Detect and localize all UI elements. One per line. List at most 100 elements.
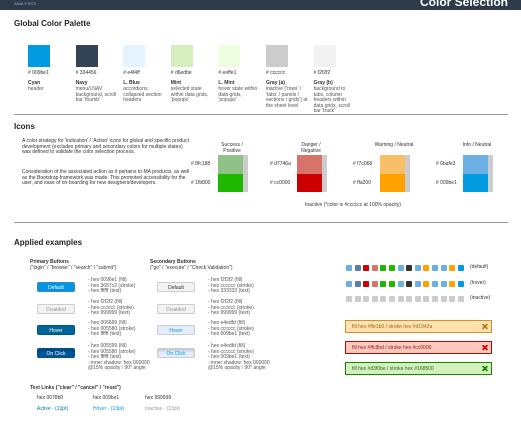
divider [14, 222, 508, 223]
link-hex: hex 999999 [145, 395, 172, 401]
button[interactable]: Default [37, 282, 75, 292]
icon [397, 296, 404, 302]
spec: - hex ffffff (text) [88, 288, 122, 294]
inactive-strip [243, 155, 248, 192]
icon [380, 296, 387, 302]
swatch-desc: selected state within data grids, 'popup… [170, 86, 209, 103]
icon [354, 296, 361, 302]
button[interactable]: Default [157, 282, 195, 292]
swatch-name: L. Blue [123, 80, 140, 86]
icon [423, 280, 430, 287]
color-hex: # 8fc188 [191, 161, 211, 167]
icon [406, 296, 413, 302]
swatch-desc: menu/LNAV background, scroll bar 'thumb' [75, 86, 117, 103]
color-hex: # f7c068 [353, 161, 373, 167]
icon [423, 265, 430, 271]
icon [423, 296, 430, 302]
logo: ANALYTICS [14, 1, 36, 6]
inactive-strip [405, 155, 410, 192]
alert-close[interactable] [482, 344, 488, 351]
column-label: Warning / Neutral [374, 142, 414, 148]
spec: - hex 999999 (text) [88, 310, 130, 316]
text-link[interactable]: Hover - (13pt) [93, 406, 124, 412]
swatch [28, 45, 50, 67]
icon [397, 280, 404, 287]
icon [380, 265, 387, 271]
alert: fill hex #d3f0be / stroke hex #168500 [345, 362, 492, 375]
paragraph: A color strategy for 'indication' / 'Act… [22, 138, 189, 155]
alert-close[interactable] [482, 323, 488, 330]
color-block [380, 155, 405, 174]
spec: - hex 005599 (fill) [88, 343, 127, 349]
group-subtitle: ("go" / "execute" / "Check Validation") [150, 265, 233, 271]
text-link[interactable]: Active - (13pt) [37, 406, 69, 412]
icon [363, 280, 370, 287]
icon [457, 296, 464, 302]
icon [371, 280, 378, 287]
spec: - hex cccccc (stroke) [208, 304, 254, 311]
swatch [218, 45, 241, 67]
alert: fill hex #ffe1b0 / stroke hex #d1942a [345, 320, 492, 333]
group-subtitle: ("login" / "browse" / "search" / "submit… [30, 265, 117, 271]
button[interactable]: Hover [37, 325, 75, 335]
header-bar [0, 0, 521, 10]
swatch-hex: # cccccc [266, 70, 286, 76]
spec: - hex e4edfd (fill) [208, 343, 246, 349]
icon [371, 296, 378, 302]
icon [457, 280, 464, 287]
spec: - hex 005580 (stroke) [88, 325, 136, 332]
column-label: Danger / Negative [301, 142, 321, 154]
spec: - hex ffffff (text) [88, 354, 122, 360]
header-title: Color Selection [420, 0, 509, 9]
icon [380, 280, 387, 287]
icon [449, 280, 456, 287]
column-label: Info / Neutral [462, 142, 492, 148]
icon [406, 280, 413, 287]
spec: @15% opacity / 90° angle [88, 365, 146, 371]
swatch-desc: header [28, 86, 44, 92]
swatch [266, 45, 288, 67]
spec: - hex cccccc (stroke) [208, 325, 254, 332]
color-block [218, 174, 243, 192]
icon [414, 296, 421, 302]
inactive-strip [322, 155, 327, 192]
section-title: Global Color Palette [14, 19, 91, 28]
button[interactable]: Disabled [157, 304, 195, 314]
swatch-name: Gray (b) [313, 80, 333, 86]
alert: fill hex #ffc8bd / stroke hex #cc0000 [345, 341, 492, 354]
icon [363, 265, 370, 271]
icon [432, 265, 438, 271]
spec: - hex 999999 (text) [208, 310, 250, 316]
spec: - hex 009be1 (text) [208, 354, 250, 360]
spec: - hex cccccc (stroke) [88, 304, 134, 311]
swatch-hex: # 334456 [75, 70, 97, 76]
icon [363, 296, 370, 302]
alert-close[interactable] [482, 365, 488, 372]
swatch [170, 45, 193, 67]
spec: @15% opacity / 90° angle [208, 365, 266, 371]
icon [354, 265, 361, 271]
color-hex: # ffa200 [353, 180, 371, 186]
button[interactable]: On Click [37, 348, 75, 358]
text-link[interactable]: Inactive - (13pt) [145, 406, 180, 412]
section-title: Icons [14, 122, 35, 131]
spec: - hex ffffff (text) [88, 331, 122, 337]
icon [389, 265, 395, 271]
color-hex: # cc0000 [270, 180, 291, 186]
button[interactable]: Disabled [37, 304, 75, 314]
button[interactable]: Hover [157, 325, 195, 335]
button[interactable]: On Click [157, 348, 195, 358]
color-block [463, 174, 488, 192]
icon [432, 296, 438, 302]
spec: - hex f2f2f2 (fill) [208, 277, 243, 283]
icon [449, 296, 456, 302]
spec: - hex cccccc (stroke) [208, 282, 254, 289]
divider [14, 114, 508, 115]
swatch-hex: # 009be1 [28, 70, 49, 76]
icon [406, 265, 413, 271]
icon-state-label: (inactive) [470, 295, 491, 301]
icon [389, 280, 395, 287]
swatch-hex: # e4f4ff [123, 70, 140, 76]
link-hex: hex 009be1 [93, 395, 120, 401]
icon-state-label: (default) [470, 264, 489, 270]
